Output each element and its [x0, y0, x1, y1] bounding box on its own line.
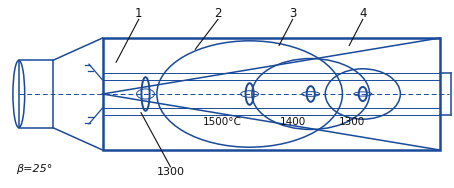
Text: 2: 2 [214, 7, 222, 20]
Bar [19, 60, 53, 128]
Text: 1300: 1300 [157, 167, 184, 177]
Text: 1400: 1400 [280, 117, 306, 127]
Bar [103, 38, 440, 150]
Text: β=25°: β=25° [16, 164, 53, 174]
Text: 1300: 1300 [338, 117, 365, 127]
Text: 4: 4 [359, 7, 366, 20]
Text: 1: 1 [135, 7, 143, 20]
Text: 1500°C: 1500°C [203, 117, 242, 127]
Text: 3: 3 [289, 7, 296, 20]
